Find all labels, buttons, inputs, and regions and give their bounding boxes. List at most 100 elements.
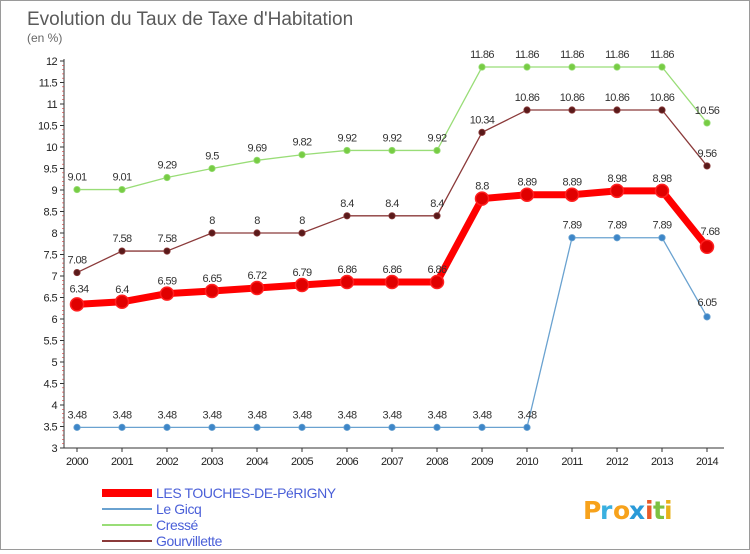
- data-point: [159, 286, 175, 301]
- legend-label: LES TOUCHES-DE-PéRIGNY: [156, 485, 337, 501]
- data-label: 8.98: [652, 173, 671, 185]
- data-point: [613, 106, 621, 114]
- data-label: 8: [299, 215, 305, 227]
- y-tick-label: 5.5: [44, 336, 58, 348]
- x-tick-label: 2014: [696, 456, 719, 468]
- data-point: [114, 294, 130, 310]
- data-label: 7.68: [700, 226, 719, 238]
- data-point: [568, 234, 576, 242]
- data-label: 11.86: [650, 49, 674, 61]
- series-2: [73, 63, 711, 194]
- data-point: [433, 212, 441, 220]
- data-point: [658, 106, 666, 114]
- x-tick-label: 2001: [111, 456, 134, 468]
- y-tick-label: 11.5: [39, 78, 58, 90]
- y-tick-label: 7: [51, 271, 57, 283]
- data-point: [429, 274, 445, 290]
- data-label: 9.5: [205, 151, 219, 163]
- data-label: 9.82: [292, 137, 311, 149]
- data-label: 3.48: [202, 409, 221, 421]
- data-point: [568, 106, 576, 114]
- data-label: 7.58: [157, 233, 176, 245]
- series-1: [73, 234, 711, 431]
- data-point: [658, 234, 666, 242]
- data-label: 11.86: [470, 49, 494, 61]
- data-point: [343, 212, 351, 220]
- y-tick-label: 11: [47, 99, 58, 111]
- data-label: 7.89: [607, 220, 626, 232]
- data-label: 6.65: [202, 273, 221, 285]
- data-label: 9.92: [427, 132, 446, 144]
- data-label: 10.34: [470, 114, 495, 126]
- data-label: 10.56: [695, 105, 720, 117]
- data-label: 8: [209, 215, 215, 227]
- series-0: [69, 183, 715, 312]
- y-tick-label: 10.5: [38, 121, 57, 133]
- x-tick-label: 2008: [426, 456, 449, 468]
- data-point: [208, 423, 216, 431]
- y-tick-label: 12: [46, 56, 58, 68]
- y-tick-label: 4.5: [44, 379, 58, 391]
- data-point: [118, 185, 126, 194]
- data-label: 7.89: [652, 220, 671, 232]
- y-tick-label: 5: [51, 357, 57, 369]
- x-tick-label: 2013: [651, 456, 674, 468]
- data-label: 3.48: [517, 409, 536, 421]
- data-label: 6.4: [115, 284, 129, 296]
- data-point: [388, 212, 396, 220]
- data-point: [298, 151, 306, 159]
- data-point: [298, 423, 306, 431]
- data-label: 6.86: [427, 264, 446, 276]
- data-label: 11.86: [605, 49, 629, 61]
- data-point: [249, 280, 265, 296]
- data-point: [339, 274, 355, 290]
- data-label: 3.48: [337, 409, 356, 421]
- data-label: 6.34: [69, 283, 88, 295]
- y-tick-label: 8.5: [44, 207, 58, 219]
- data-label: 9.29: [157, 160, 176, 172]
- data-point: [433, 423, 441, 431]
- data-point: [253, 229, 261, 237]
- data-label: 6.05: [697, 297, 716, 309]
- data-point: [699, 239, 715, 255]
- data-label: 8.8: [475, 181, 489, 193]
- data-point: [298, 229, 306, 237]
- data-label: 8.4: [385, 198, 399, 210]
- data-label: 7.58: [112, 233, 131, 245]
- data-point: [73, 423, 81, 431]
- chart-title: Evolution du Taux de Taxe d'Habitation: [27, 9, 353, 30]
- x-tick-label: 2003: [201, 456, 224, 468]
- y-tick-label: 3.5: [44, 422, 58, 434]
- data-point: [523, 106, 531, 114]
- data-point: [474, 191, 490, 206]
- data-label: 6.79: [292, 267, 311, 279]
- y-tick-label: 7.5: [44, 250, 58, 262]
- data-label: 8.89: [562, 177, 581, 189]
- data-point: [478, 128, 486, 136]
- data-label: 3.48: [112, 409, 131, 421]
- logo-letter: P: [583, 496, 602, 525]
- x-tick-label: 2011: [561, 456, 583, 468]
- data-point: [658, 63, 666, 71]
- logo-letter: i: [664, 496, 674, 525]
- y-tick-label: 4: [51, 400, 57, 412]
- legend-label: Le Gicq: [156, 501, 201, 517]
- data-label: 9.69: [247, 142, 266, 154]
- data-point: [478, 423, 486, 431]
- data-point: [163, 423, 171, 431]
- x-tick-label: 2002: [156, 456, 179, 468]
- x-tick-label: 2012: [606, 456, 629, 468]
- x-tick-label: 2005: [291, 456, 314, 468]
- data-label: 10.86: [650, 92, 675, 104]
- data-point: [478, 63, 486, 71]
- series-lines: [69, 63, 715, 431]
- data-point: [703, 162, 711, 170]
- data-label: 11.86: [515, 49, 539, 61]
- data-label: 3.48: [472, 409, 491, 421]
- x-tick-label: 2000: [66, 456, 89, 468]
- data-point: [568, 63, 576, 71]
- data-point: [613, 234, 621, 242]
- data-point: [388, 146, 396, 155]
